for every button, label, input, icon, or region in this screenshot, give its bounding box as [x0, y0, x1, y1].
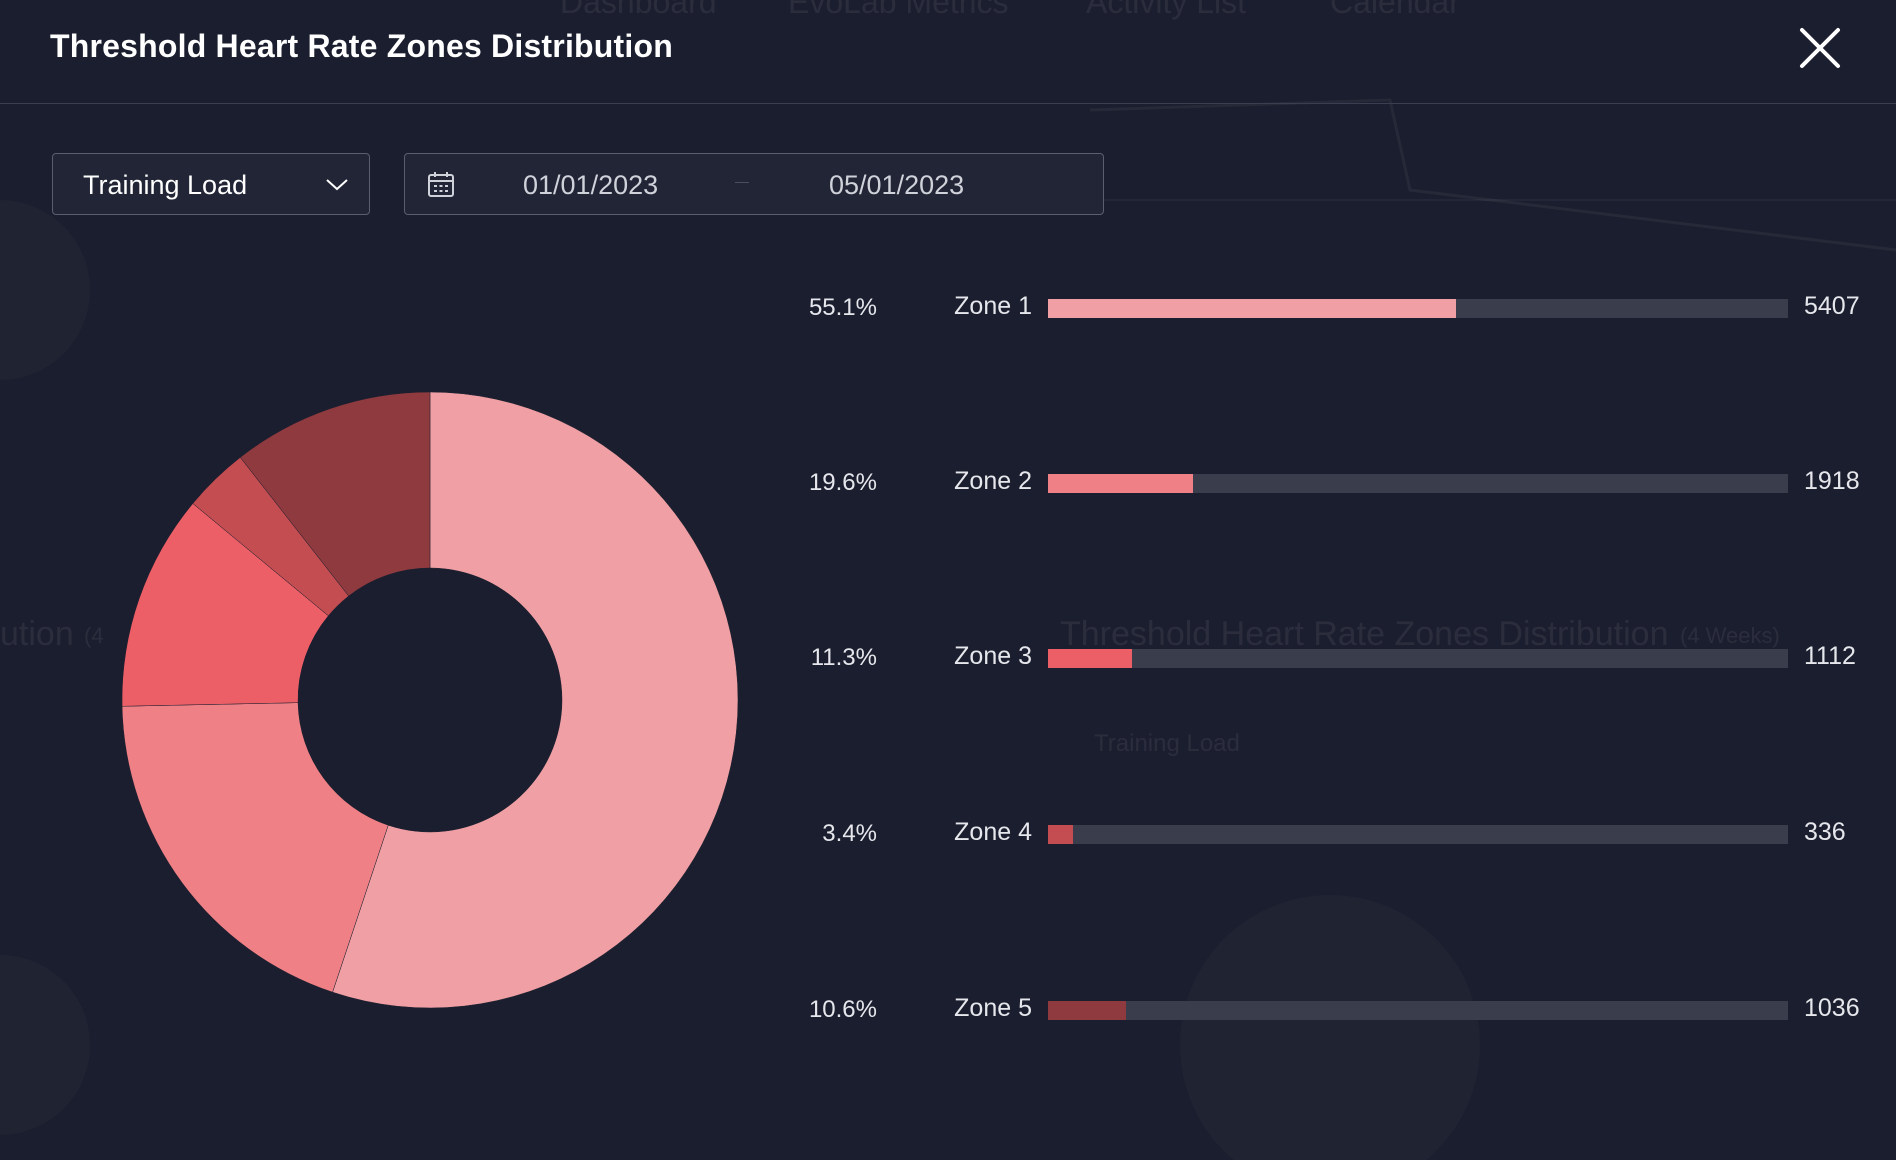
zone-value-3: 1112	[1804, 642, 1856, 670]
zone-value-2: 1918	[1804, 467, 1860, 495]
percent-label-zone-4: 3.4%	[822, 820, 877, 847]
date-range-picker[interactable]: 01/01/2023 05/01/2023	[404, 153, 1104, 215]
zone-bar-fill-1[interactable]	[1048, 299, 1456, 318]
metric-select[interactable]: Training Load	[52, 153, 370, 215]
donut-slice-zone-3[interactable]	[121, 503, 329, 707]
zone-label-1: Zone 1	[954, 292, 1032, 320]
date-start-input[interactable]: 01/01/2023	[523, 170, 659, 200]
zone-label-4: Zone 4	[954, 818, 1032, 846]
zone-bar-track-5	[1048, 1001, 1788, 1020]
donut-slice-zone-2[interactable]	[121, 702, 389, 993]
modal-title: Threshold Heart Rate Zones Distribution	[50, 28, 673, 64]
calendar-icon	[428, 172, 454, 197]
close-button[interactable]	[1796, 24, 1844, 72]
zone-value-5: 1036	[1804, 994, 1860, 1022]
zone-bar-track-4	[1048, 825, 1788, 844]
zone-bar-fill-5[interactable]	[1048, 1001, 1127, 1020]
zone-bar-fill-2[interactable]	[1048, 474, 1193, 493]
zone-label-3: Zone 3	[954, 642, 1032, 670]
zone-value-1: 5407	[1804, 292, 1860, 320]
zone-bar-track-3	[1048, 649, 1788, 668]
zone-bar-fill-3[interactable]	[1048, 649, 1132, 668]
zone-bar-track-2	[1048, 474, 1788, 493]
zones-donut-chart	[121, 391, 739, 1009]
close-icon	[1800, 28, 1840, 68]
zone-bar-track-1	[1048, 299, 1788, 318]
percent-label-zone-2: 19.6%	[808, 469, 877, 496]
percent-label-zone-5: 10.6%	[808, 996, 877, 1023]
zone-value-4: 336	[1804, 818, 1846, 846]
zone-label-5: Zone 5	[954, 994, 1032, 1022]
percent-label-zone-3: 11.3%	[810, 644, 877, 671]
zone-bar-fill-4[interactable]	[1048, 825, 1074, 844]
date-end-input[interactable]: 05/01/2023	[829, 170, 965, 200]
donut-slice-zone-5[interactable]	[239, 391, 431, 597]
percent-label-zone-1: 55.1%	[808, 294, 877, 321]
date-separator	[735, 182, 749, 183]
modal-header: Threshold Heart Rate Zones Distribution	[0, 0, 1896, 104]
chevron-down-icon	[326, 179, 348, 191]
donut-slice-zone-1[interactable]	[332, 391, 739, 1009]
metric-select-value: Training Load	[83, 170, 248, 200]
zone-label-2: Zone 2	[954, 467, 1032, 495]
